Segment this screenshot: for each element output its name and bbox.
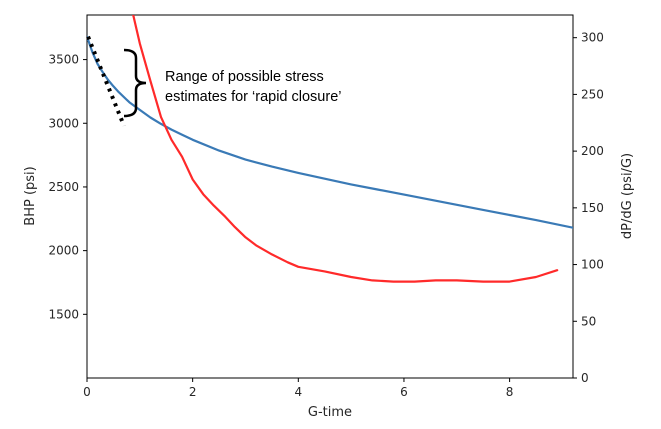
x-tick-label: 4 xyxy=(294,385,302,399)
right-y-axis-title: dP/dG (psi/G) xyxy=(620,153,635,239)
left-y-tick-label: 3500 xyxy=(48,53,79,67)
left-y-axis-title: BHP (psi) xyxy=(23,166,38,225)
closure-tangent-dotted-line xyxy=(86,35,126,127)
right-y-tick-label: 0 xyxy=(581,371,589,385)
x-tick-label: 8 xyxy=(506,385,514,399)
x-tick-label: 0 xyxy=(83,385,91,399)
range-bracket xyxy=(123,48,147,118)
right-y-tick-label: 100 xyxy=(581,258,604,272)
x-tick-label: 6 xyxy=(400,385,408,399)
right-y-tick-label: 200 xyxy=(581,144,604,158)
right-y-tick-label: 150 xyxy=(581,201,604,215)
dpdg-series-line xyxy=(132,15,559,283)
left-y-tick-label: 2000 xyxy=(48,244,79,258)
right-y-axis: 0 50 100 150 200 250 300 xyxy=(573,31,604,385)
right-y-tick-label: 250 xyxy=(581,87,604,101)
series-lines xyxy=(87,15,573,283)
x-axis: 0 2 4 6 8 xyxy=(83,378,513,399)
left-y-tick-label: 2500 xyxy=(48,180,79,194)
right-y-tick-label: 300 xyxy=(581,31,604,45)
right-y-tick-label: 50 xyxy=(581,314,596,328)
x-axis-title: G-time xyxy=(308,405,352,420)
annotation-line-2: estimates for ‘rapid closure’ xyxy=(165,89,342,105)
left-y-tick-label: 1500 xyxy=(48,307,79,321)
left-y-axis: 1500 2000 2500 3000 3500 xyxy=(48,53,87,321)
plot-frame xyxy=(86,14,574,379)
annotation-line-1: Range of possible stress xyxy=(165,69,324,85)
bhp-series-line xyxy=(87,35,573,229)
left-y-tick-label: 3000 xyxy=(48,116,79,130)
x-tick-label: 2 xyxy=(189,385,197,399)
